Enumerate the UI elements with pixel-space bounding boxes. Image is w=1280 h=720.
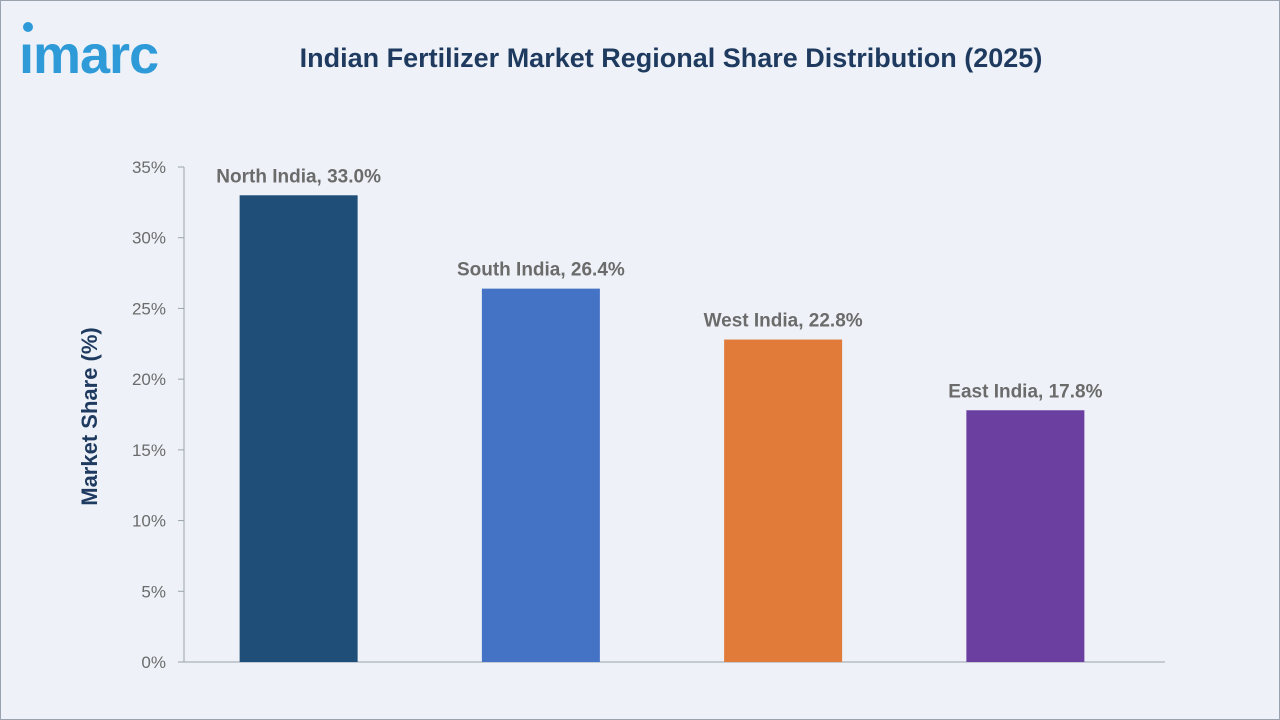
y-tick-label: 0%: [141, 653, 166, 672]
y-tick-label: 15%: [132, 441, 166, 460]
bar-north-india: [239, 195, 358, 663]
y-tick-label: 25%: [132, 299, 166, 318]
bar-west-india: [724, 339, 843, 662]
bar-south-india: [481, 288, 600, 662]
chart-title: Indian Fertilizer Market Regional Share …: [299, 43, 1043, 73]
bar-east-india: [966, 410, 1085, 662]
y-tick-label: 5%: [141, 582, 166, 601]
y-tick-label: 30%: [132, 229, 166, 248]
data-label: North India, 33.0%: [216, 166, 381, 187]
y-axis-title: Market Share (%): [77, 327, 102, 506]
imarc-logo: ımarc: [19, 22, 159, 83]
y-tick-label: 20%: [132, 370, 166, 389]
svg-text:ımarc: ımarc: [19, 25, 158, 83]
data-label: West India, 22.8%: [704, 311, 863, 332]
y-tick-label: 10%: [132, 512, 166, 531]
y-tick-label: 35%: [132, 158, 166, 177]
data-label: South India, 26.4%: [457, 260, 625, 281]
data-label: East India, 17.8%: [948, 381, 1102, 402]
